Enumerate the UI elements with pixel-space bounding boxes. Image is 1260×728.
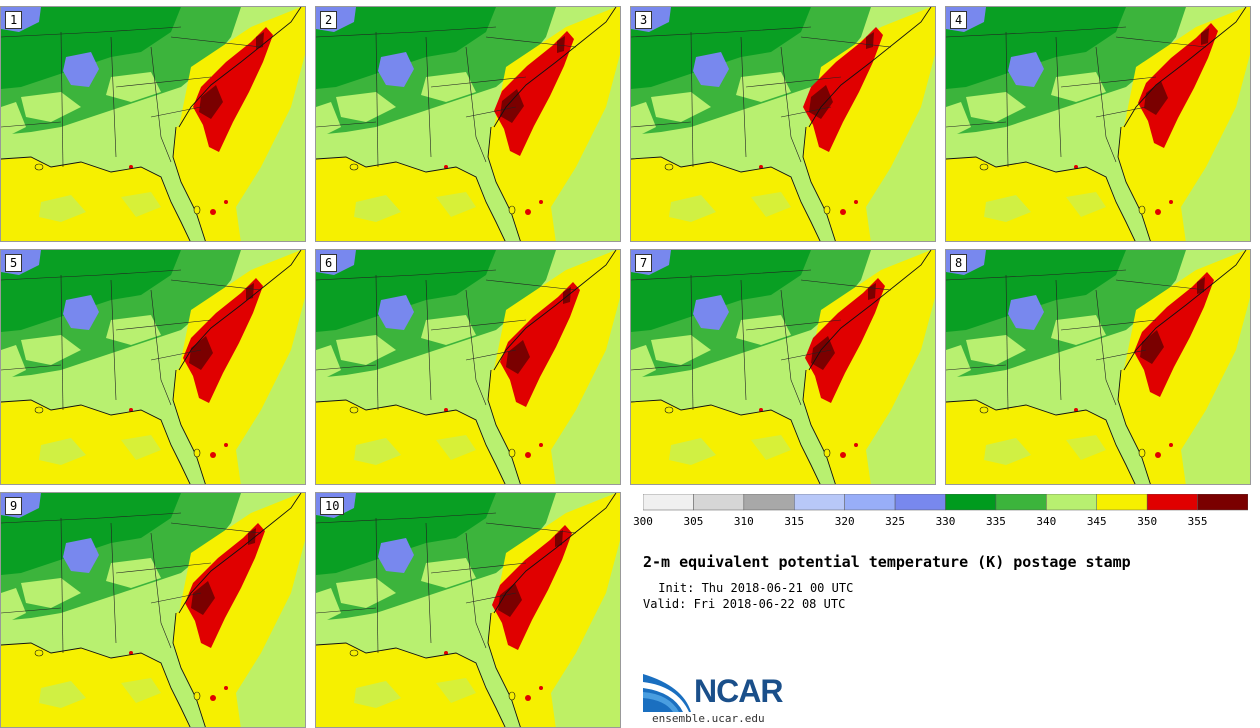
member-number: 6: [320, 254, 338, 272]
colorbar-swatch: [1146, 494, 1198, 511]
member-map-5: [1, 250, 305, 484]
colorbar-swatch: [945, 494, 997, 511]
member-number: 2: [320, 11, 338, 29]
member-number: 10: [320, 497, 345, 515]
member-number: 3: [635, 11, 653, 29]
colorbar-swatch: [1096, 494, 1148, 511]
member-map-1: [1, 7, 305, 241]
valid-time: Valid: Fri 2018-06-22 08 UTC: [643, 597, 846, 611]
member-panel-9: 9: [0, 492, 306, 728]
member-map-8: [946, 250, 1250, 484]
colorbar-swatch: [743, 494, 795, 511]
colorbar-tick-label: 330: [935, 515, 956, 528]
colorbar-tick-label: 345: [1086, 515, 1107, 528]
member-panel-4: 4: [945, 6, 1251, 242]
member-map-6: [316, 250, 620, 484]
colorbar-tick-label: 310: [733, 515, 754, 528]
member-panel-2: 2: [315, 6, 621, 242]
member-number: 1: [5, 11, 23, 29]
member-number: 8: [950, 254, 968, 272]
colorbar-swatch: [1046, 494, 1097, 511]
member-panel-3: 3: [630, 6, 936, 242]
colorbar-tick-label: 300: [633, 515, 653, 528]
colorbar-swatch: [794, 494, 845, 511]
ncar-logo: [643, 674, 691, 712]
colorbar-swatch: [693, 494, 745, 511]
colorbar-tick-label: 350: [1137, 515, 1158, 528]
colorbar: [643, 494, 1248, 511]
colorbar-tick-label: 340: [1036, 515, 1057, 528]
member-number: 7: [635, 254, 653, 272]
member-map-2: [316, 7, 620, 241]
colorbar-tick-label: 325: [885, 515, 906, 528]
member-number: 5: [5, 254, 23, 272]
logo-text: NCAR: [694, 673, 783, 709]
colorbar-tick-label: 320: [834, 515, 855, 528]
member-map-9: [1, 493, 305, 727]
member-panel-1: 1: [0, 6, 306, 242]
member-map-4: [946, 7, 1250, 241]
member-panel-6: 6: [315, 249, 621, 485]
colorbar-tick-label: 355: [1187, 515, 1208, 528]
colorbar-tick-label: 315: [784, 515, 805, 528]
member-map-3: [631, 7, 935, 241]
colorbar-swatch: [1197, 494, 1248, 511]
init-time: Init: Thu 2018-06-21 00 UTC: [651, 581, 854, 595]
member-panel-8: 8: [945, 249, 1251, 485]
member-map-7: [631, 250, 935, 484]
member-number: 4: [950, 11, 968, 29]
colorbar-tick-label: 335: [985, 515, 1006, 528]
member-panel-10: 10: [315, 492, 621, 728]
figure-title: 2-m equivalent potential temperature (K)…: [643, 553, 1131, 571]
colorbar-swatch: [995, 494, 1047, 511]
colorbar-tick-label: 305: [683, 515, 704, 528]
site-url: ensemble.ucar.edu: [652, 712, 765, 725]
colorbar-swatch: [643, 494, 694, 511]
colorbar-swatch: [894, 494, 946, 511]
member-map-10: [316, 493, 620, 727]
colorbar-swatch: [844, 494, 896, 511]
member-panel-5: 5: [0, 249, 306, 485]
member-panel-7: 7: [630, 249, 936, 485]
member-number: 9: [5, 497, 23, 515]
